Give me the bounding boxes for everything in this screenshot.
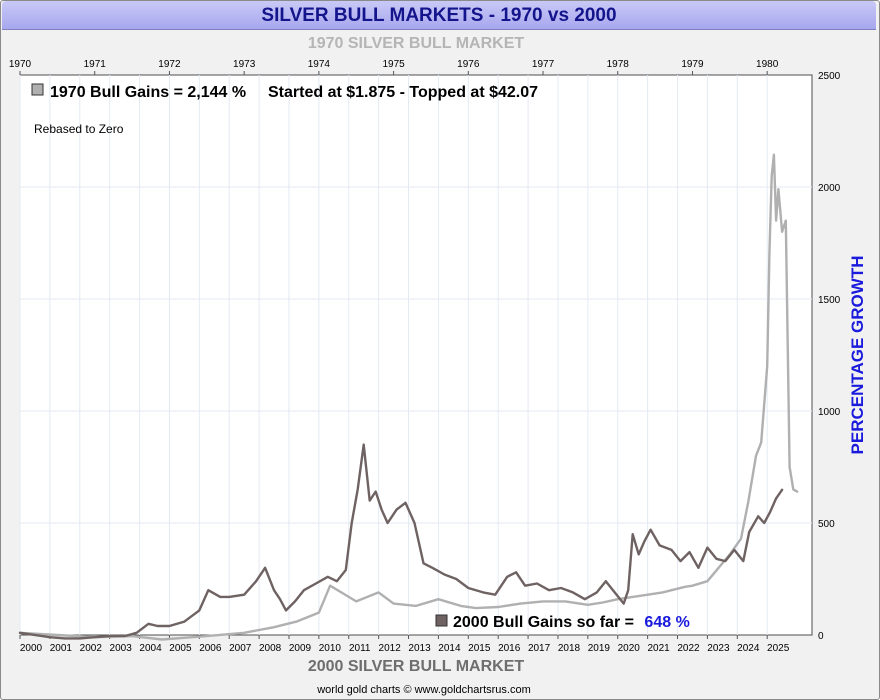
bottom-tick-label: 2013 bbox=[408, 643, 431, 654]
top-tick-label: 1980 bbox=[756, 59, 779, 70]
series-1970-line bbox=[18, 153, 799, 641]
top-axis-title: 1970 SILVER BULL MARKET bbox=[307, 35, 525, 52]
bottom-tick-label: 2022 bbox=[677, 643, 700, 654]
bottom-tick-label: 2025 bbox=[767, 643, 790, 654]
y-tick-label: 2500 bbox=[818, 71, 841, 82]
bottom-tick-label: 2023 bbox=[707, 643, 730, 654]
bottom-tick-label: 2024 bbox=[737, 643, 760, 654]
bottom-tick-label: 2010 bbox=[319, 643, 342, 654]
gain-2000-line: 2000 Bull Gains so far = 648 % bbox=[453, 614, 690, 631]
bottom-tick-label: 2002 bbox=[80, 643, 103, 654]
top-tick-label: 1978 bbox=[607, 59, 630, 70]
bottom-tick-label: 2001 bbox=[50, 643, 73, 654]
y-tick-label: 2000 bbox=[818, 183, 841, 194]
top-tick-label: 1975 bbox=[382, 59, 405, 70]
y-axis-title: PERCENTAGE GROWTH bbox=[848, 255, 867, 455]
bottom-axis-title: 2000 SILVER BULL MARKET bbox=[307, 658, 525, 675]
gain-2000-label: 2000 Bull Gains so far = bbox=[453, 614, 634, 631]
bottom-tick-label: 2014 bbox=[438, 643, 461, 654]
bottom-tick-label: 2009 bbox=[289, 643, 312, 654]
bottom-tick-label: 2015 bbox=[468, 643, 491, 654]
started-text: Started at $1.875 - Topped at $42.07 bbox=[268, 84, 538, 101]
credit-text: world gold charts © www.goldchartsrus.co… bbox=[317, 684, 531, 696]
bottom-tick-label: 2004 bbox=[139, 643, 162, 654]
legend-swatch-2000 bbox=[435, 614, 448, 627]
top-tick-label: 1970 bbox=[9, 59, 32, 70]
series-lines bbox=[18, 153, 799, 641]
top-axis-ticks: 1970 1971 1972 1973 1974 1975 1976 1977 1978 1979… bbox=[9, 59, 779, 75]
bottom-axis-ticks: 2000 2001 2002 2003 2004 2005 2006 2007 2008 2009… bbox=[19, 635, 790, 654]
top-tick-label: 1976 bbox=[457, 59, 480, 70]
bottom-tick-label: 2003 bbox=[110, 643, 133, 654]
top-tick-label: 1977 bbox=[532, 59, 555, 70]
horizontal-grid bbox=[20, 186, 812, 524]
bottom-tick-label: 2008 bbox=[259, 643, 282, 654]
rebased-note: Rebased to Zero bbox=[34, 122, 124, 136]
bottom-tick-label: 2011 bbox=[349, 643, 371, 654]
bottom-tick-label: 2005 bbox=[169, 643, 192, 654]
top-tick-label: 1972 bbox=[158, 59, 181, 70]
bottom-tick-label: 2019 bbox=[588, 643, 611, 654]
series-2000-line bbox=[18, 443, 784, 640]
bottom-tick-label: 2012 bbox=[379, 643, 402, 654]
plot-area bbox=[19, 74, 813, 636]
bottom-tick-label: 2016 bbox=[498, 643, 521, 654]
bottom-tick-label: 2017 bbox=[528, 643, 551, 654]
top-tick-label: 1974 bbox=[308, 59, 331, 70]
chart-title: SILVER BULL MARKETS - 1970 vs 2000 bbox=[261, 5, 617, 26]
y-tick-label: 500 bbox=[818, 519, 835, 530]
bottom-tick-label: 2018 bbox=[558, 643, 581, 654]
top-tick-label: 1971 bbox=[84, 59, 107, 70]
top-tick-label: 1979 bbox=[681, 59, 704, 70]
bottom-tick-label: 2021 bbox=[647, 643, 670, 654]
gain-1970-text: 1970 Bull Gains = 2,144 % bbox=[50, 84, 246, 101]
y-tick-label: 0 bbox=[818, 631, 824, 642]
bottom-tick-label: 2006 bbox=[199, 643, 222, 654]
bottom-tick-label: 2000 bbox=[20, 643, 43, 654]
gain-2000-value: 648 % bbox=[644, 614, 689, 631]
y-axis-ticks: 0 500 1000 1500 2000 2500 bbox=[818, 71, 841, 642]
y-tick-label: 1500 bbox=[818, 295, 841, 306]
legend-swatch-1970 bbox=[31, 83, 44, 96]
y-tick-label: 1000 bbox=[818, 407, 841, 418]
title-bar: SILVER BULL MARKETS - 1970 vs 2000 bbox=[2, 1, 876, 30]
bottom-tick-label: 2020 bbox=[618, 643, 641, 654]
bottom-tick-label: 2007 bbox=[229, 643, 252, 654]
top-tick-label: 1973 bbox=[233, 59, 256, 70]
